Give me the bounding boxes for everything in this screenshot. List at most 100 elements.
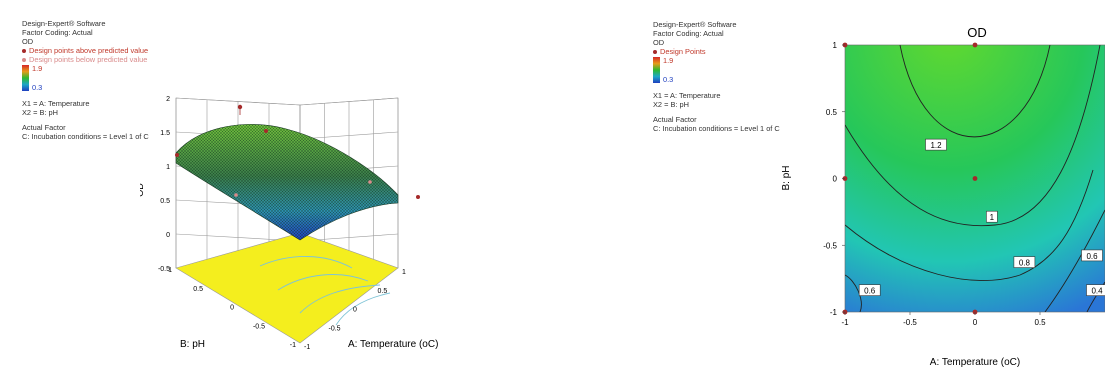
color-gradient-bar — [653, 57, 660, 83]
left-info-panel: Design-Expert® Software Factor Coding: A… — [22, 19, 149, 141]
design-point — [416, 195, 420, 199]
x1-factor: X1 = A: Temperature — [22, 99, 90, 108]
y-tick-label: -1 — [290, 342, 296, 349]
design-point — [264, 129, 268, 133]
y-tick-label: 1 — [168, 267, 172, 274]
contour-label-box — [858, 284, 881, 296]
design-point — [368, 180, 372, 184]
contour-label: 1.2 — [930, 141, 942, 150]
right-info-panel: Design-Expert® Software Factor Coding: A… — [653, 20, 780, 133]
wall-gridline — [175, 97, 399, 106]
contour-lines — [845, 45, 1105, 312]
floor-contours — [259, 256, 391, 326]
x-tick-label: 0.5 — [1034, 318, 1046, 327]
z-axis-label: OD — [140, 183, 145, 197]
y-tick-label: -0.5 — [253, 323, 265, 330]
color-max: 1.9 — [663, 56, 674, 65]
z-tick-label: -0.5 — [158, 266, 170, 273]
x-tick-label: 0 — [973, 318, 978, 327]
z-tick-label: 0 — [166, 232, 170, 239]
legend-below-label: Design points below predicted value — [29, 55, 148, 64]
color-scale: 1.9 0.3 — [653, 56, 780, 84]
color-gradient-bar — [22, 65, 29, 91]
software-name: Design-Expert® Software — [653, 20, 737, 29]
actual-factor: C: Incubation conditions = Level 1 of C — [22, 132, 149, 141]
dot-icon — [653, 50, 657, 55]
contour-label-box — [1086, 284, 1105, 296]
contour-label: 0.6 — [1086, 252, 1098, 261]
y-axis-ticks: -1 -0.5 0 0.5 1 — [823, 41, 845, 317]
y-tick-label: -1 — [830, 308, 838, 317]
legend-above-label: Design points above predicted value — [29, 46, 149, 55]
y-tick-label: 1 — [833, 41, 838, 50]
x-tick-label: 0.5 — [378, 288, 388, 295]
x-tick-label: -0.5 — [329, 325, 341, 332]
design-point — [972, 42, 978, 48]
chart-title: OD — [967, 25, 987, 40]
color-scale: 1.9 0.3 — [22, 64, 149, 92]
z-tick-label: 1.5 — [160, 130, 170, 137]
y-axis-label: B: pH — [781, 165, 792, 190]
factor-coding: Factor Coding: Actual — [653, 29, 724, 38]
color-min: 0.3 — [32, 83, 43, 92]
design-point — [175, 153, 179, 157]
contour-line-0.8 — [845, 169, 1094, 281]
software-name: Design-Expert® Software — [22, 19, 106, 28]
surface-mesh — [176, 124, 398, 240]
contour-label: 0.6 — [864, 287, 876, 296]
floor-contour — [259, 256, 353, 269]
contour-label-box — [1013, 256, 1036, 268]
contour-labels: 1.2 1 0.8 0.6 0.6 0.4 — [858, 138, 1105, 296]
response-name: OD — [653, 38, 665, 47]
z-tick-label: 1 — [166, 164, 170, 171]
z-tick-label: 0.5 — [160, 198, 170, 205]
y-tick-label: 0.5 — [193, 286, 203, 293]
legend-below: Design points below predicted value — [22, 55, 149, 64]
x2-factor: X2 = B: pH — [653, 100, 689, 109]
floor-contour — [299, 284, 381, 314]
legend-above: Design points above predicted value — [22, 46, 149, 55]
contour-label: 1 — [990, 213, 995, 222]
color-min: 0.3 — [663, 75, 674, 84]
contour-label: 0.4 — [1091, 287, 1103, 296]
y-tick-label: 0 — [833, 175, 838, 184]
contour-label-box — [986, 210, 998, 223]
floor-contour — [335, 292, 391, 326]
actual-factor-title: Actual Factor — [22, 123, 66, 132]
x-axis-label: A: Temperature (oC) — [930, 357, 1020, 368]
contour-plot: OD 1.2 1 0.8 0.6 0.6 0.4 -1 -0.5 0 0.5 -1 -0.5 0 0.… — [781, 25, 1105, 368]
x-axis-label: A: Temperature (oC) — [348, 339, 438, 350]
x-axis-ticks: -1 -0.5 0 0.5 1 — [304, 269, 406, 351]
x1-factor: X1 = A: Temperature — [653, 91, 721, 100]
surface-3d-plot: -0.5 0 0.5 1 1.5 2 -1 -0.5 0 0.5 1 -1 -0.5 0 0.5 1 OD… — [140, 96, 438, 351]
contour-label: 0.8 — [1019, 259, 1031, 268]
floor-projection — [175, 232, 399, 344]
contour-line-0.6-right — [1044, 209, 1105, 312]
x-tick-label: 1 — [402, 269, 406, 276]
x-axis-ticks: -1 -0.5 0 0.5 — [841, 312, 1046, 327]
actual-factor-title: Actual Factor — [653, 115, 697, 124]
x-tick-label: -0.5 — [903, 318, 917, 327]
design-points-3d — [175, 104, 420, 199]
y-axis-ticks: -1 -0.5 0 0.5 1 — [168, 267, 296, 349]
dot-icon — [22, 58, 26, 63]
design-point — [234, 193, 238, 197]
dot-icon — [22, 49, 26, 54]
y-tick-label: -0.5 — [823, 241, 837, 250]
contour-line-1 — [845, 45, 1101, 227]
factor-coding: Factor Coding: Actual — [22, 28, 93, 37]
x-tick-label: -1 — [304, 344, 310, 351]
y-axis-label: B: pH — [180, 339, 205, 350]
x-tick-label: -1 — [841, 318, 849, 327]
response-name: OD — [22, 37, 34, 46]
contour-line-0.6-left — [845, 274, 862, 312]
contour-label-box — [925, 138, 947, 151]
z-axis-ticks: -0.5 0 0.5 1 1.5 2 — [158, 96, 170, 273]
design-point — [972, 176, 978, 181]
legend-design-points: Design Points — [653, 47, 780, 56]
y-tick-label: 0 — [230, 305, 234, 312]
design-point — [237, 104, 243, 110]
color-max: 1.9 — [32, 64, 43, 73]
y-tick-label: 0.5 — [826, 108, 838, 117]
floor-contour — [277, 274, 369, 291]
